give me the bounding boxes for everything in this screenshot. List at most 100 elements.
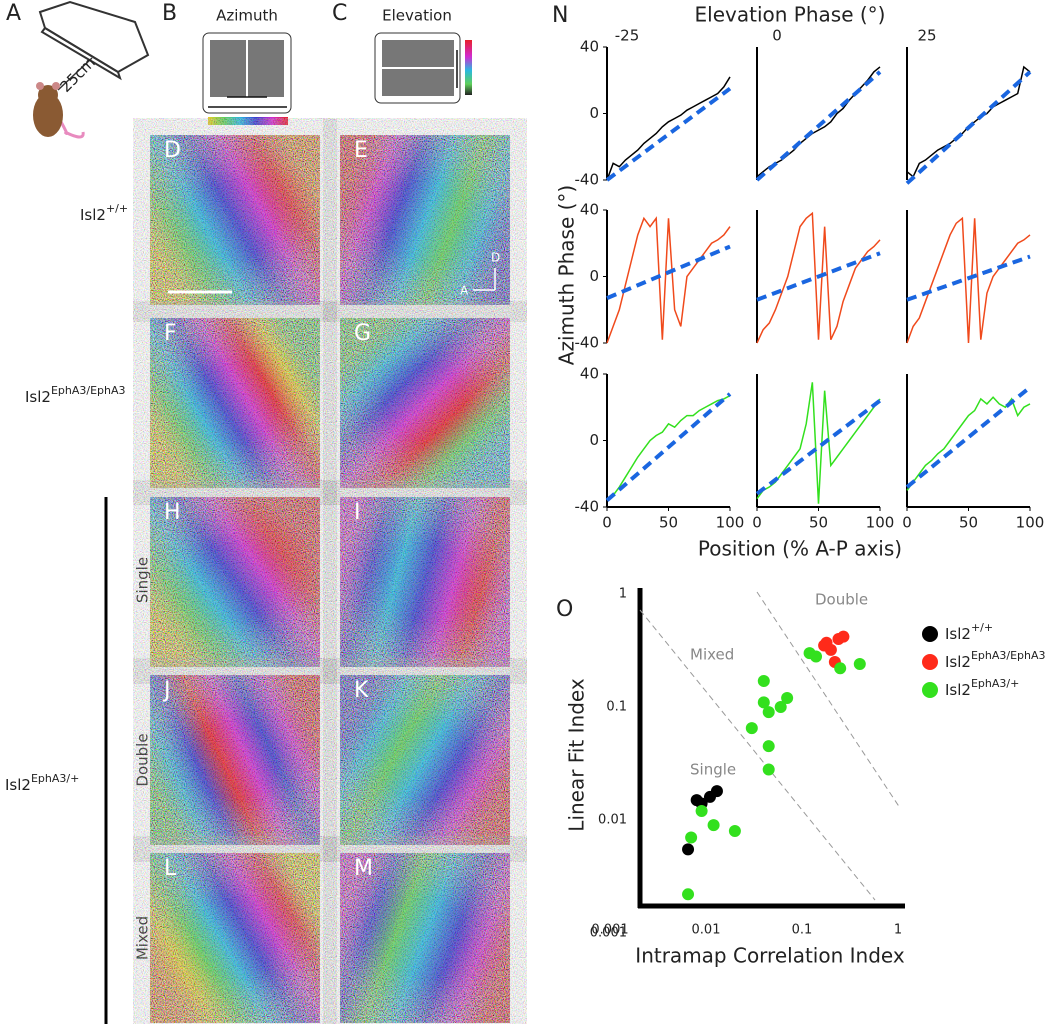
column-title: 25: [917, 27, 936, 45]
map-noise: [150, 675, 320, 845]
y-tick-label: 0.01: [598, 813, 627, 828]
fit-line: [605, 86, 732, 182]
panel-letter: K: [354, 678, 369, 703]
point: [695, 805, 708, 818]
panel-letter: M: [354, 856, 373, 881]
fit-line: [755, 70, 882, 182]
map-noise: [340, 497, 510, 667]
data-line: [756, 66, 881, 178]
x-tick-label: 100: [866, 514, 895, 532]
data-line: [606, 216, 731, 344]
legend-swatch: [922, 682, 938, 698]
map-noise: [150, 318, 320, 488]
data-line: [906, 65, 1031, 178]
panel-letter: G: [354, 321, 371, 346]
x-axis-title: Position (% A-P axis): [698, 537, 902, 561]
data-line: [906, 216, 1031, 344]
genotype-label: Isl2+/+: [80, 202, 128, 224]
legend-swatch: [922, 626, 938, 642]
map-noise: [150, 135, 320, 305]
distance-label: 25cm: [56, 53, 98, 95]
x-tick-label: 0: [752, 514, 762, 532]
y-tick-label: 40: [580, 365, 599, 383]
azimuth-label: Azimuth: [216, 7, 278, 25]
phase-map: J: [150, 675, 320, 845]
phase-map: H: [150, 497, 320, 667]
grid-title: Elevation Phase (°): [695, 3, 886, 27]
map-noise: [340, 853, 510, 1023]
genotype-label: Isl2EphA3/+: [5, 772, 79, 794]
compass-label: A: [460, 284, 469, 298]
point: [710, 785, 723, 798]
legend-label: Isl2+/+: [945, 621, 993, 643]
elevation-label: Elevation: [382, 7, 452, 25]
y-axis-title: Azimuth Phase (°): [555, 185, 579, 365]
panel-letter: H: [164, 500, 181, 525]
x-axis-title: Intramap Correlation Index: [635, 944, 905, 968]
panel-letter: O: [556, 597, 573, 622]
fit-line: [905, 385, 1032, 489]
point: [707, 819, 720, 832]
point: [745, 722, 758, 735]
y-tick-label: 0: [589, 104, 599, 122]
class-label: Mixed: [134, 916, 152, 960]
point: [781, 692, 794, 705]
x-tick-label: 50: [659, 514, 678, 532]
panel-letter: F: [164, 321, 177, 346]
x-tick-label: 50: [809, 514, 828, 532]
point: [837, 630, 850, 643]
x-tick-label: 0.01: [692, 923, 721, 938]
boundary: [639, 609, 876, 901]
class-label: Single: [134, 557, 152, 603]
fit-line: [606, 244, 731, 300]
panel-letter: A: [6, 1, 21, 26]
phase-map: E: [340, 135, 510, 305]
map-noise: [340, 675, 510, 845]
phase-maps: D E F G H I J K L M: [150, 135, 510, 1023]
compass: [473, 268, 496, 291]
panel-letter: B: [162, 1, 177, 26]
x-tick-label: 0: [602, 514, 612, 532]
region-label: Single: [690, 761, 736, 779]
panel-letter: D: [164, 138, 181, 163]
panel-letter: N: [552, 3, 568, 28]
y-tick-label: 0.001: [590, 926, 627, 941]
column-title: -25: [615, 27, 640, 45]
map-noise: [340, 318, 510, 488]
y-tick-label: 0: [589, 431, 599, 449]
map-noise: [150, 497, 320, 667]
point: [757, 696, 770, 709]
legend-label: Isl2EphA3/EphA3: [945, 649, 1046, 671]
x-tick-label: 0.1: [792, 923, 813, 938]
panel-letter: L: [164, 856, 177, 881]
point: [682, 888, 695, 901]
phase-map: M: [340, 853, 510, 1023]
legend-label: Isl2EphA3/+: [945, 677, 1019, 699]
panel-letter: I: [354, 500, 361, 525]
point: [757, 674, 770, 687]
point: [762, 740, 775, 753]
fit-line: [756, 251, 881, 302]
point: [853, 658, 866, 671]
y-axis-title: Linear Fit Index: [565, 678, 589, 832]
x-tick-label: 0.001: [591, 923, 628, 938]
class-label: Double: [134, 733, 152, 786]
legend-swatch: [922, 654, 938, 670]
region-label: Double: [815, 591, 868, 609]
phase-map: I: [340, 497, 510, 667]
mouse-setup: [33, 0, 150, 139]
panel-letter: E: [354, 138, 368, 163]
y-tick-label: 40: [580, 38, 599, 56]
y-tick-label: -40: [575, 334, 600, 352]
fit-line: [906, 254, 1031, 302]
y-tick-label: 1: [619, 587, 627, 602]
y-tick-label: 0: [589, 267, 599, 285]
stimulus-icons: [202, 32, 472, 125]
point: [682, 843, 695, 856]
data-line: [756, 211, 881, 344]
column-title: 0: [772, 27, 782, 45]
point: [762, 763, 775, 776]
y-tick-label: 40: [580, 201, 599, 219]
